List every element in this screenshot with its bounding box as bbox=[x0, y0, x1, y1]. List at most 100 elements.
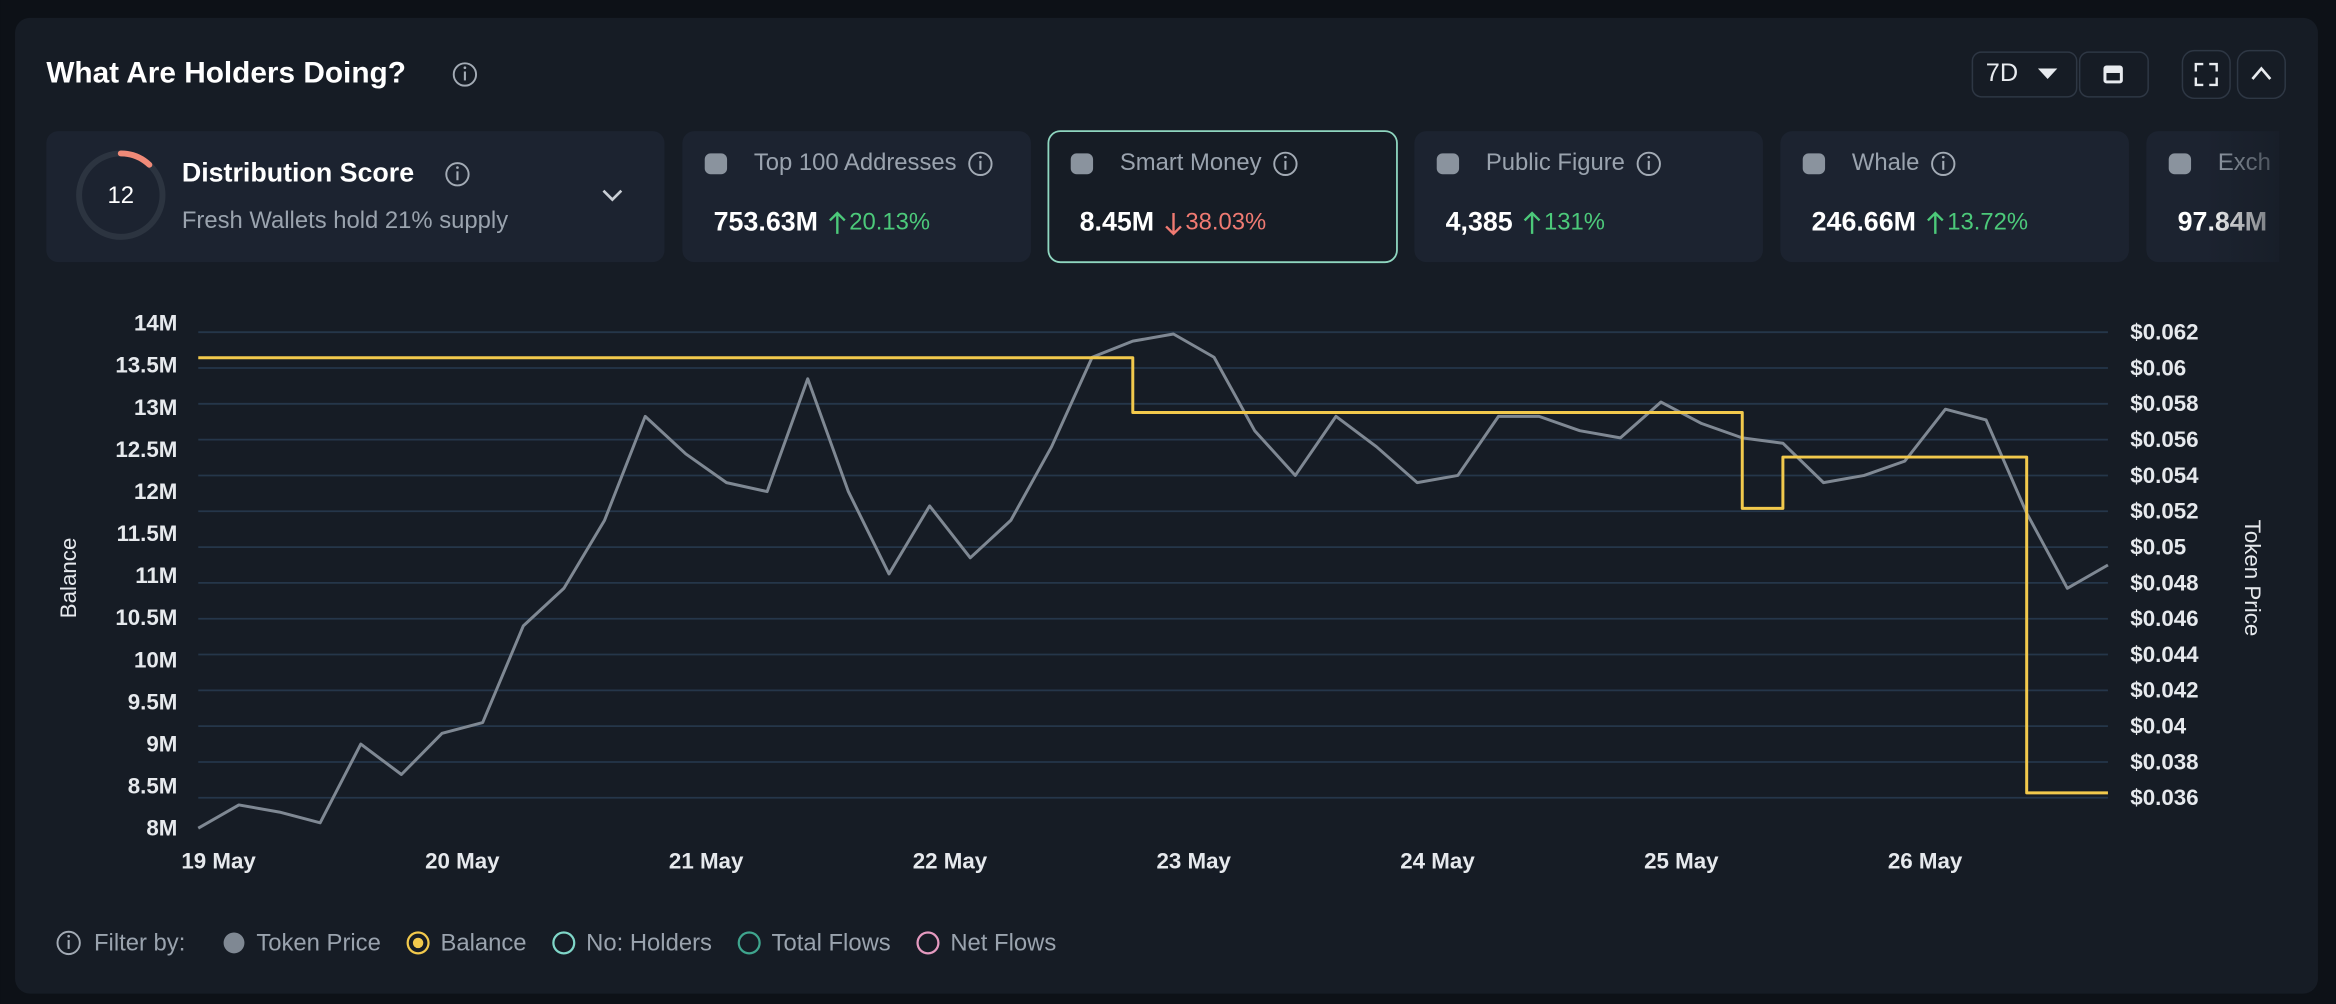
filter-item[interactable]: No: Holders bbox=[552, 930, 712, 957]
y2-tick-label: $0.042 bbox=[2130, 678, 2198, 703]
change-arrow bbox=[1165, 213, 1182, 236]
filter-item[interactable]: Total Flows bbox=[737, 930, 891, 957]
chart: Balance Token Price $0.036 $0.038 $0.04 $0.… bbox=[56, 311, 2265, 874]
info-dot bbox=[1647, 155, 1651, 159]
calendar-button[interactable] bbox=[2078, 51, 2149, 98]
y2-tick-label: $0.044 bbox=[2130, 642, 2199, 667]
card-label: Top 100 Addresses bbox=[754, 149, 957, 176]
info-icon[interactable] bbox=[1636, 151, 1661, 176]
filter-label: Filter by: bbox=[94, 930, 185, 957]
distribution-subtitle: Fresh Wallets hold 21% supply bbox=[182, 207, 508, 234]
card-value: 753.63M bbox=[714, 207, 818, 237]
period-label: 7D bbox=[1986, 59, 2018, 87]
x-tick-label: 20 May bbox=[425, 848, 500, 873]
y-tick-label: 12M bbox=[134, 479, 177, 504]
legend-label: Balance bbox=[440, 930, 526, 957]
card-label: Public Figure bbox=[1486, 149, 1625, 176]
legend-label: No: Holders bbox=[586, 930, 712, 957]
card-icon bbox=[2168, 153, 2192, 175]
filter-item[interactable]: Net Flows bbox=[916, 930, 1057, 957]
x-tick-label: 23 May bbox=[1156, 848, 1231, 873]
y2-tick-label: $0.048 bbox=[2130, 570, 2198, 595]
info-dot bbox=[1941, 155, 1945, 159]
score-arc bbox=[117, 150, 153, 168]
card-label: Smart Money bbox=[1120, 149, 1262, 176]
info-circle bbox=[968, 151, 993, 176]
panel-title: What Are Holders Doing? bbox=[46, 56, 406, 89]
info-circle bbox=[1273, 151, 1298, 176]
metric-cards: Top 100 Addresses 753.63M 20.13% Smart Mone… bbox=[682, 130, 2280, 264]
card-background bbox=[1047, 130, 1398, 264]
card-icon bbox=[704, 153, 728, 175]
metric-card[interactable]: Public Figure 4,385 131% bbox=[1414, 131, 1763, 263]
legend-swatch bbox=[916, 931, 940, 955]
info-icon[interactable] bbox=[1273, 151, 1298, 176]
distribution-title: Distribution Score bbox=[182, 157, 414, 187]
period-dropdown[interactable]: 7D bbox=[1971, 51, 2078, 98]
filter-item[interactable]: Balance bbox=[406, 930, 527, 957]
y-tick-label: 10M bbox=[134, 647, 177, 672]
x-tick-label: 19 May bbox=[181, 848, 256, 873]
legend-swatch bbox=[552, 931, 576, 955]
legend-label: Token Price bbox=[256, 930, 381, 957]
legend-dot bbox=[412, 937, 424, 949]
card-value: 4,385 bbox=[1446, 207, 1513, 237]
card-background bbox=[682, 131, 1031, 263]
change-arrow bbox=[1927, 211, 1944, 234]
x-tick-label: 24 May bbox=[1400, 848, 1475, 873]
card-label: Whale bbox=[1852, 149, 1920, 176]
filter-bar: Filter by: Token Price Balance No: Holders… bbox=[56, 930, 1057, 957]
scroll-fade bbox=[2204, 128, 2318, 266]
x-tick-label: 26 May bbox=[1888, 848, 1963, 873]
info-circle bbox=[1636, 151, 1661, 176]
info-circle bbox=[1931, 151, 1956, 176]
metric-card[interactable]: Whale 246.66M 13.72% bbox=[1780, 131, 2129, 263]
score-value: 12 bbox=[108, 182, 135, 209]
y-tick-label: 11.5M bbox=[117, 521, 178, 546]
y2-tick-label: $0.036 bbox=[2130, 785, 2198, 810]
metric-card[interactable]: Smart Money 8.45M 38.03% bbox=[1047, 130, 1398, 264]
y-axis-title: Balance bbox=[56, 538, 81, 619]
y-tick-label: 9.5M bbox=[128, 689, 178, 714]
info-icon[interactable] bbox=[1931, 151, 1956, 176]
change-arrow bbox=[1523, 211, 1541, 234]
card-icon bbox=[1070, 153, 1094, 175]
legend-swatch bbox=[737, 931, 761, 955]
legend-label: Total Flows bbox=[772, 930, 891, 957]
y-tick-label: 11M bbox=[135, 563, 177, 588]
y2-tick-label: $0.054 bbox=[2130, 463, 2199, 488]
info-dot bbox=[979, 155, 982, 159]
card-value: 8.45M bbox=[1080, 207, 1154, 237]
card-change: 20.13% bbox=[849, 209, 930, 236]
info-dot bbox=[1284, 155, 1287, 159]
y2-tick-label: $0.046 bbox=[2130, 606, 2198, 631]
card-value: 246.66M bbox=[1812, 207, 1916, 237]
info-icon[interactable] bbox=[452, 62, 478, 87]
expand-chevron[interactable] bbox=[602, 189, 623, 202]
card-background bbox=[1414, 131, 1763, 263]
series-line bbox=[197, 332, 2109, 830]
card-background bbox=[1780, 131, 2129, 263]
fullscreen-button[interactable] bbox=[2181, 49, 2231, 100]
y2-tick-label: $0.062 bbox=[2130, 320, 2198, 345]
y2-tick-label: $0.04 bbox=[2130, 714, 2186, 739]
filter-item[interactable]: Token Price bbox=[223, 930, 381, 957]
card-change: 38.03% bbox=[1185, 209, 1266, 236]
y2-tick-label: $0.05 bbox=[2130, 534, 2186, 559]
y2-tick-label: $0.058 bbox=[2130, 391, 2198, 416]
y-tick-label: 10.5M bbox=[115, 605, 177, 630]
card-change: 13.72% bbox=[1947, 209, 2028, 236]
y2-tick-label: $0.06 bbox=[2130, 355, 2186, 380]
metric-card[interactable]: Top 100 Addresses 753.63M 20.13% bbox=[682, 131, 1031, 263]
info-icon[interactable] bbox=[968, 151, 993, 176]
y2-axis-title: Token Price bbox=[2240, 520, 2265, 637]
x-tick-label: 25 May bbox=[1644, 848, 1719, 873]
info-icon[interactable] bbox=[56, 930, 81, 956]
y-tick-label: 8M bbox=[146, 816, 177, 841]
y-tick-label: 9M bbox=[146, 731, 177, 756]
collapse-button[interactable] bbox=[2236, 49, 2286, 100]
distribution-card[interactable]: 12 Distribution Score Fresh Wallets hold… bbox=[46, 131, 665, 263]
x-tick-label: 21 May bbox=[669, 848, 744, 873]
info-icon[interactable] bbox=[445, 162, 470, 187]
